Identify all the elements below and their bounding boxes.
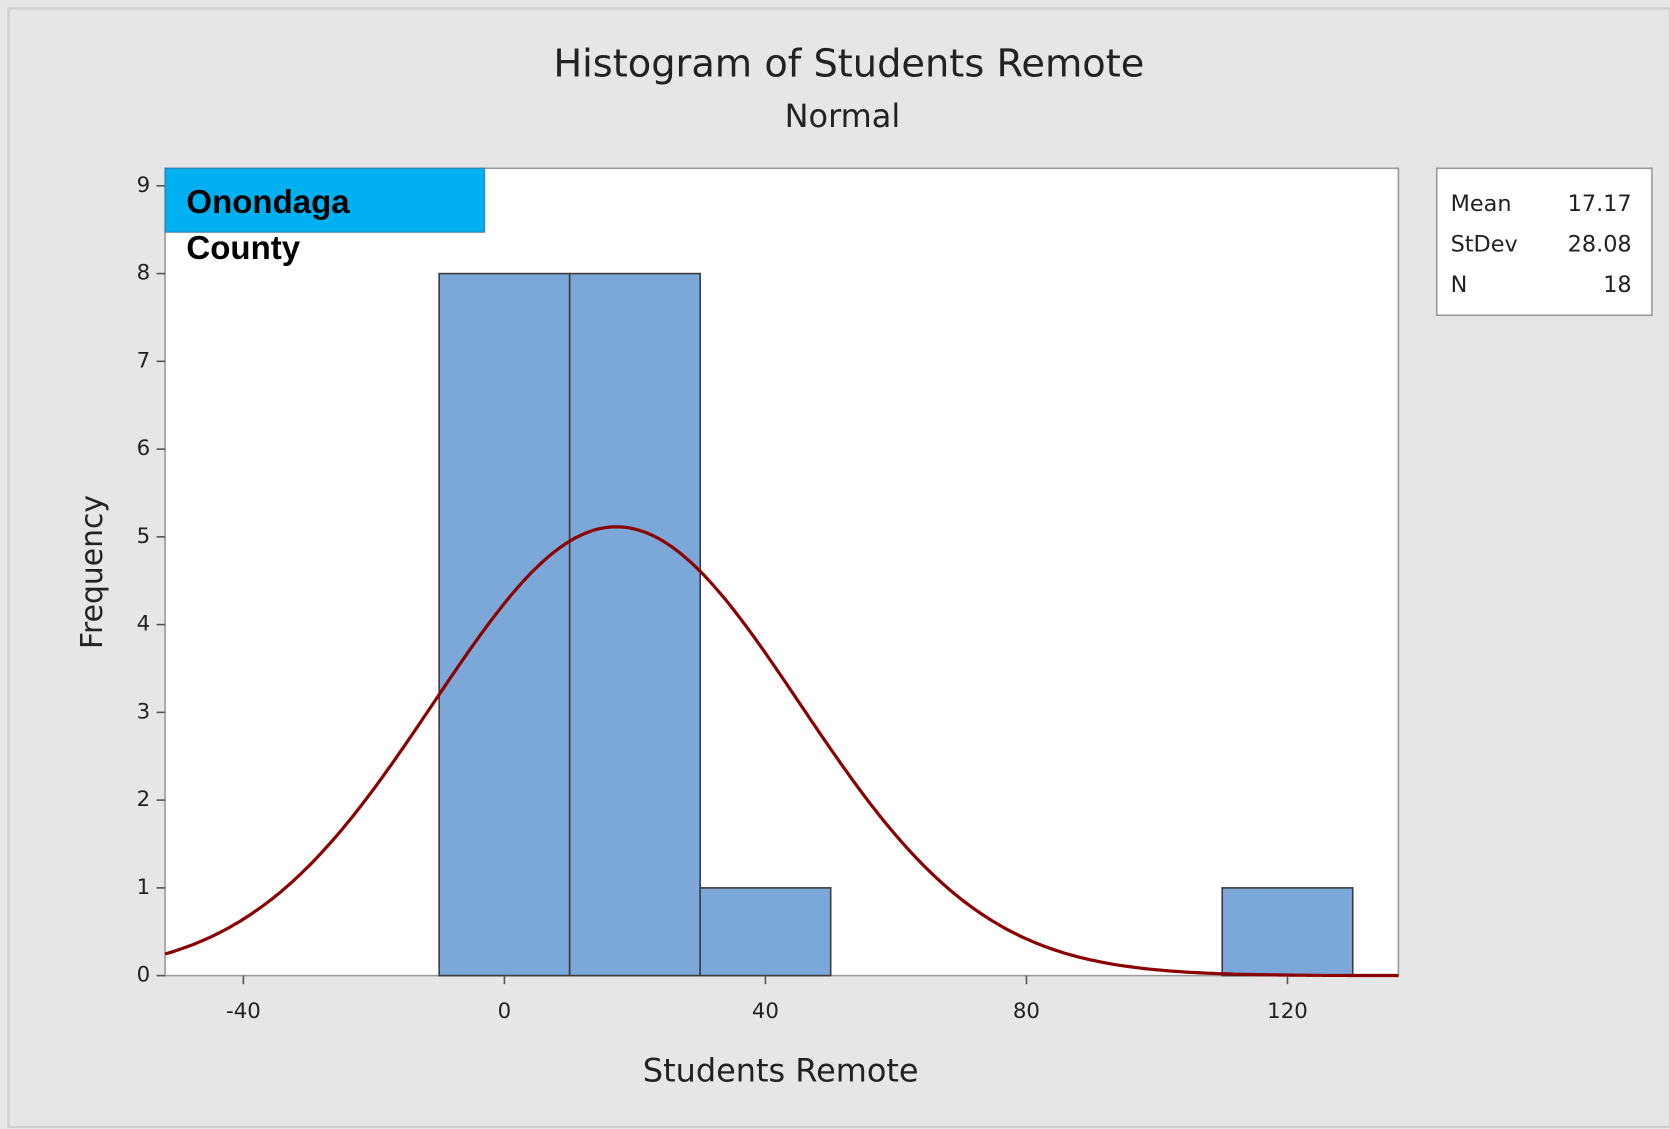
bar [438, 272, 571, 977]
y-tick-label: 6 [137, 436, 151, 461]
y-tick-label: 3 [137, 699, 151, 724]
x-tick-label: 80 [1013, 999, 1040, 1024]
y-tick-label: 2 [137, 787, 151, 812]
bar [568, 272, 701, 977]
stats-box [1435, 167, 1653, 317]
y-tick-label: 1 [137, 875, 151, 900]
stat-label: N [1451, 272, 1468, 298]
y-tick-label: 4 [137, 612, 151, 637]
annotation-holder: Onondaga County [186, 183, 350, 267]
stat-label: StDev [1451, 231, 1518, 257]
chart-title: Histogram of Students Remote [553, 42, 1144, 87]
x-axis-label: Students Remote [643, 1052, 919, 1090]
x-tick-label: 120 [1267, 999, 1308, 1024]
y-tick-label: 9 [137, 173, 151, 198]
x-tick-label: 0 [498, 999, 512, 1024]
chart-subtitle: Normal [785, 97, 901, 135]
fit-curve [164, 525, 1399, 978]
bar [699, 887, 832, 977]
x-tick-label: 40 [752, 999, 779, 1024]
y-axis-label: Frequency [75, 495, 110, 649]
bar [1221, 887, 1354, 977]
y-tick-label: 8 [137, 261, 151, 286]
stat-value: 18 [1603, 272, 1631, 298]
y-tick-label: 5 [137, 524, 151, 549]
stat-value: 17.17 [1568, 191, 1632, 217]
annotation-box [164, 167, 486, 233]
plot-area [164, 167, 1400, 977]
y-tick-label: 0 [137, 963, 151, 988]
stat-label: Mean [1451, 191, 1512, 217]
y-tick-label: 7 [137, 348, 151, 373]
x-tick-label: -40 [226, 999, 261, 1024]
annotation: Onondaga County [186, 183, 350, 267]
stat-value: 28.08 [1568, 231, 1632, 257]
